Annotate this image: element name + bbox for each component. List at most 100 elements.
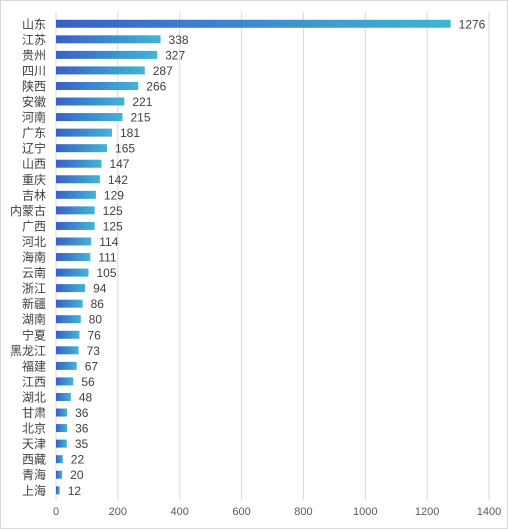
bar (56, 97, 125, 106)
data-label: 94 (93, 282, 107, 296)
bar (56, 175, 100, 184)
data-label: 22 (71, 453, 85, 467)
bar (56, 392, 71, 401)
data-label: 327 (165, 48, 185, 62)
category-label: 浙江 (22, 282, 46, 296)
bar (56, 268, 89, 277)
data-label: 80 (89, 313, 103, 327)
data-label: 67 (85, 359, 99, 373)
bar (56, 455, 63, 464)
bar (56, 35, 161, 44)
x-tick-label: 400 (171, 506, 189, 518)
x-tick-label: 1000 (353, 506, 377, 518)
data-label: 181 (120, 126, 140, 140)
data-label: 125 (103, 204, 123, 218)
data-label: 12 (68, 484, 82, 498)
category-label: 福建 (22, 358, 46, 373)
data-label: 36 (75, 422, 89, 436)
category-label: 山西 (22, 157, 46, 171)
data-label: 129 (104, 188, 124, 202)
category-label: 河南 (22, 110, 46, 125)
bar (56, 315, 81, 324)
category-label: 云南 (22, 265, 46, 280)
bar (56, 81, 139, 90)
category-label: 黑龙江 (10, 344, 46, 358)
bar (56, 19, 451, 28)
category-label: 湖南 (22, 312, 46, 327)
data-label: 266 (146, 79, 166, 93)
x-tick-label: 600 (232, 506, 250, 518)
bar (56, 50, 158, 59)
data-label: 114 (99, 235, 118, 249)
x-tick-label: 1400 (477, 506, 501, 518)
category-label: 河北 (22, 235, 46, 249)
bar (56, 330, 80, 339)
bar (56, 237, 92, 246)
bar (56, 361, 77, 370)
bar (56, 424, 68, 433)
data-label: 165 (115, 142, 135, 156)
bars (56, 19, 451, 495)
data-label: 142 (108, 173, 128, 187)
category-label: 安徽 (22, 94, 46, 109)
category-label: 广东 (22, 126, 46, 140)
bar (56, 144, 108, 153)
category-label: 北京 (22, 422, 46, 436)
category-label: 宁夏 (22, 327, 46, 342)
bar (56, 113, 123, 122)
bar (56, 346, 79, 355)
category-label: 陕西 (22, 78, 46, 93)
bar (56, 159, 102, 168)
data-label: 48 (79, 390, 93, 404)
bar (56, 284, 86, 293)
category-label: 四川 (22, 64, 46, 78)
category-label: 辽宁 (22, 141, 46, 156)
category-label: 上海 (22, 483, 46, 498)
bar (56, 470, 63, 479)
data-label: 287 (153, 64, 173, 78)
bar (56, 486, 60, 495)
data-label: 147 (109, 157, 129, 171)
bar (56, 253, 91, 262)
category-label: 天津 (22, 437, 46, 451)
bar (56, 206, 95, 215)
data-label: 20 (70, 468, 84, 482)
category-label: 贵州 (22, 48, 46, 62)
category-label: 广西 (22, 219, 46, 233)
category-label: 湖北 (22, 389, 46, 404)
category-label: 新疆 (22, 296, 46, 311)
data-label: 35 (75, 437, 89, 451)
data-label: 36 (75, 406, 89, 420)
data-label: 111 (98, 251, 117, 265)
category-label: 西藏 (22, 453, 46, 467)
x-tick-label: 200 (109, 506, 127, 518)
data-label: 56 (81, 375, 95, 389)
bar (56, 408, 68, 417)
x-tick-label: 800 (294, 506, 312, 518)
category-label: 山东 (22, 17, 46, 31)
bar (56, 221, 95, 230)
bar (56, 66, 145, 75)
data-label: 338 (169, 33, 189, 47)
data-label: 125 (103, 219, 123, 233)
bar (56, 439, 67, 448)
bar (56, 128, 112, 137)
category-label: 吉林 (22, 188, 46, 202)
category-label: 海南 (22, 250, 46, 265)
gridlines (55, 12, 490, 501)
category-label: 甘肃 (22, 406, 46, 420)
category-label: 重庆 (22, 173, 46, 187)
data-label: 76 (88, 328, 102, 342)
category-label: 内蒙古 (10, 203, 46, 218)
bar (56, 377, 74, 386)
data-label: 215 (130, 111, 150, 125)
category-label: 江西 (22, 375, 46, 389)
bar (56, 190, 96, 199)
data-label: 105 (96, 266, 116, 280)
x-tick-label: 0 (53, 506, 59, 518)
category-label: 江苏 (22, 33, 46, 47)
data-label: 86 (91, 297, 105, 311)
